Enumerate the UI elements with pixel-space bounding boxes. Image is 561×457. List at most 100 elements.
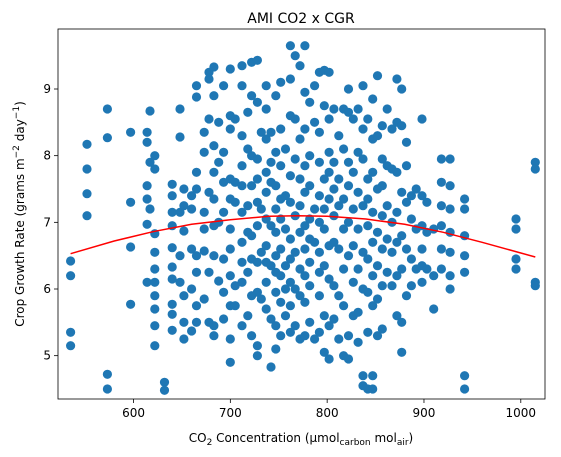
data-point [343,107,354,117]
data-point [387,281,397,291]
data-point [252,341,262,351]
data-point [363,254,373,264]
data-point [266,362,276,372]
data-point [343,251,354,261]
data-point [334,201,344,211]
data-point [334,131,344,141]
data-point [358,247,368,257]
data-point [102,384,112,394]
data-point [209,331,219,341]
data-point [225,357,235,367]
data-point [214,117,224,127]
data-point [191,251,202,261]
data-point [319,261,329,271]
data-point [145,157,155,167]
data-point [290,114,300,124]
data-point [266,261,276,271]
data-point [422,264,432,274]
data-point [145,106,155,116]
data-point [237,321,247,331]
data-point [300,244,310,254]
data-point [261,277,271,287]
data-point [445,204,455,214]
data-point [436,201,446,211]
data-point [397,347,407,357]
data-point [397,84,407,94]
data-point [411,184,421,194]
data-point [252,197,262,207]
data-point [280,191,291,201]
data-point [150,304,160,314]
data-point [252,351,262,361]
data-point [329,157,339,167]
data-point [243,144,253,154]
data-point [392,311,402,321]
y-tick-label: 5 [43,349,51,363]
data-point [314,127,324,137]
data-point [290,284,300,294]
data-point [392,207,402,217]
data-point [358,81,368,91]
data-point [191,81,202,91]
data-point [436,264,446,274]
data-point [285,74,295,84]
data-point [310,81,320,91]
data-point [348,241,358,251]
data-point [256,294,266,304]
data-point [348,114,358,124]
data-point [368,384,378,394]
data-point [387,124,397,134]
data-point [230,197,240,207]
data-point [230,177,240,187]
data-point [358,371,368,381]
data-point [82,189,92,199]
data-point [401,244,412,254]
data-point [252,154,262,164]
data-point [397,121,407,131]
data-point [348,167,358,177]
y-tick-label: 6 [43,282,51,296]
data-point [295,227,305,237]
data-point [397,264,407,274]
data-point [310,117,320,127]
data-point [436,244,446,254]
data-point [324,147,334,157]
data-point [142,127,152,137]
data-point [353,147,363,157]
data-point [295,291,305,301]
data-point [199,147,209,157]
data-point [280,144,291,154]
data-point [445,181,455,191]
data-point [261,104,271,114]
data-point [329,314,339,324]
data-point [225,244,235,254]
data-point [436,221,446,231]
data-point [266,127,276,137]
data-point [314,247,324,257]
data-point [230,281,240,291]
data-point [102,133,112,143]
data-point [209,91,219,101]
data-point [368,301,378,311]
data-point [363,194,373,204]
y-tick-label: 8 [43,149,51,163]
data-point [219,147,229,157]
data-point [225,224,235,234]
data-point [353,307,363,317]
data-point [305,181,315,191]
data-point [300,221,310,231]
data-point [167,325,177,335]
data-point [319,311,329,321]
data-point [511,224,521,234]
data-point [417,277,427,287]
data-point [460,204,470,214]
data-point [247,91,257,101]
data-point [225,271,235,281]
data-point [377,244,387,254]
data-point [339,301,349,311]
chart-title: AMI CO2 x CGR [247,11,355,27]
data-point [214,217,224,227]
data-point [230,301,240,311]
data-point [191,267,202,277]
data-point [358,201,368,211]
